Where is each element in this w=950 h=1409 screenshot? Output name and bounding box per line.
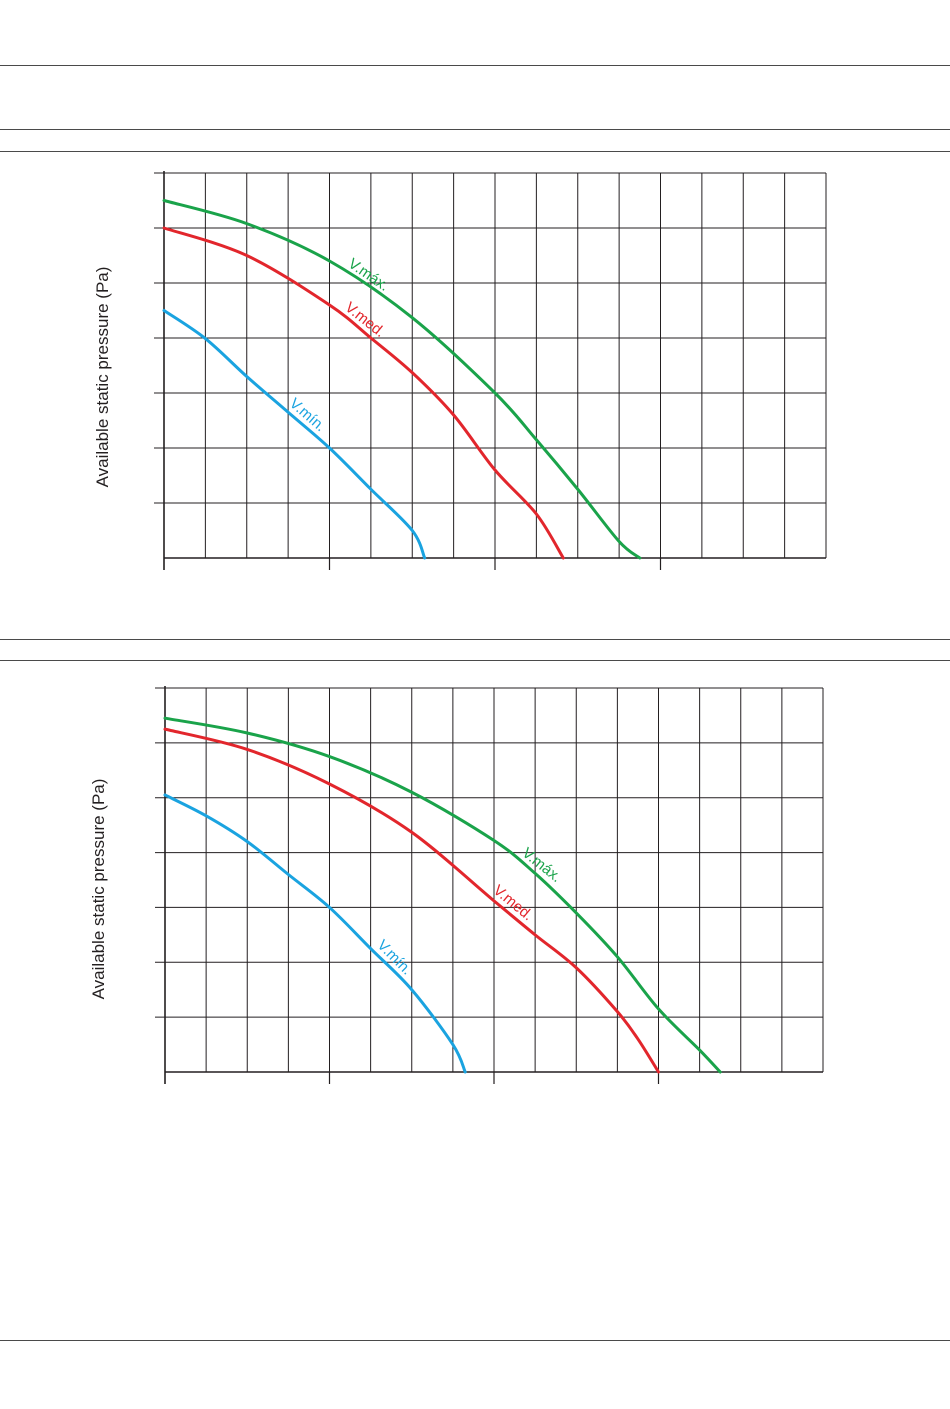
fan-curve-chart-1: V.máx.V.med.V.mín. Available static pres…	[93, 171, 827, 570]
chart-series: V.máx.V.med.V.mín.	[162, 199, 642, 560]
chart-axes	[164, 686, 823, 1084]
middle-rule-upper	[0, 639, 950, 640]
series-line-vmed	[163, 727, 660, 1074]
chart-series: V.máx.V.med.V.mín.	[163, 716, 722, 1074]
chart-grid	[154, 172, 827, 558]
series-line-vmed	[162, 226, 565, 560]
footer-rule	[0, 1340, 950, 1341]
middle-rule-lower	[0, 660, 950, 661]
fan-curve-chart-2: V.máx.V.med.V.mín. Available static pres…	[89, 686, 824, 1084]
series-line-vmáx	[163, 716, 722, 1074]
series-line-vmáx	[162, 199, 642, 560]
header-rule-upper	[0, 129, 950, 130]
series-line-vmín	[163, 793, 467, 1074]
top-rule	[0, 65, 950, 66]
series-line-vmín	[162, 309, 427, 560]
y-axis-label: Available static pressure (Pa)	[89, 779, 108, 1000]
header-rule-lower	[0, 151, 950, 152]
chart-axes	[163, 171, 826, 570]
y-axis-label: Available static pressure (Pa)	[93, 267, 112, 488]
chart-grid	[155, 687, 824, 1072]
